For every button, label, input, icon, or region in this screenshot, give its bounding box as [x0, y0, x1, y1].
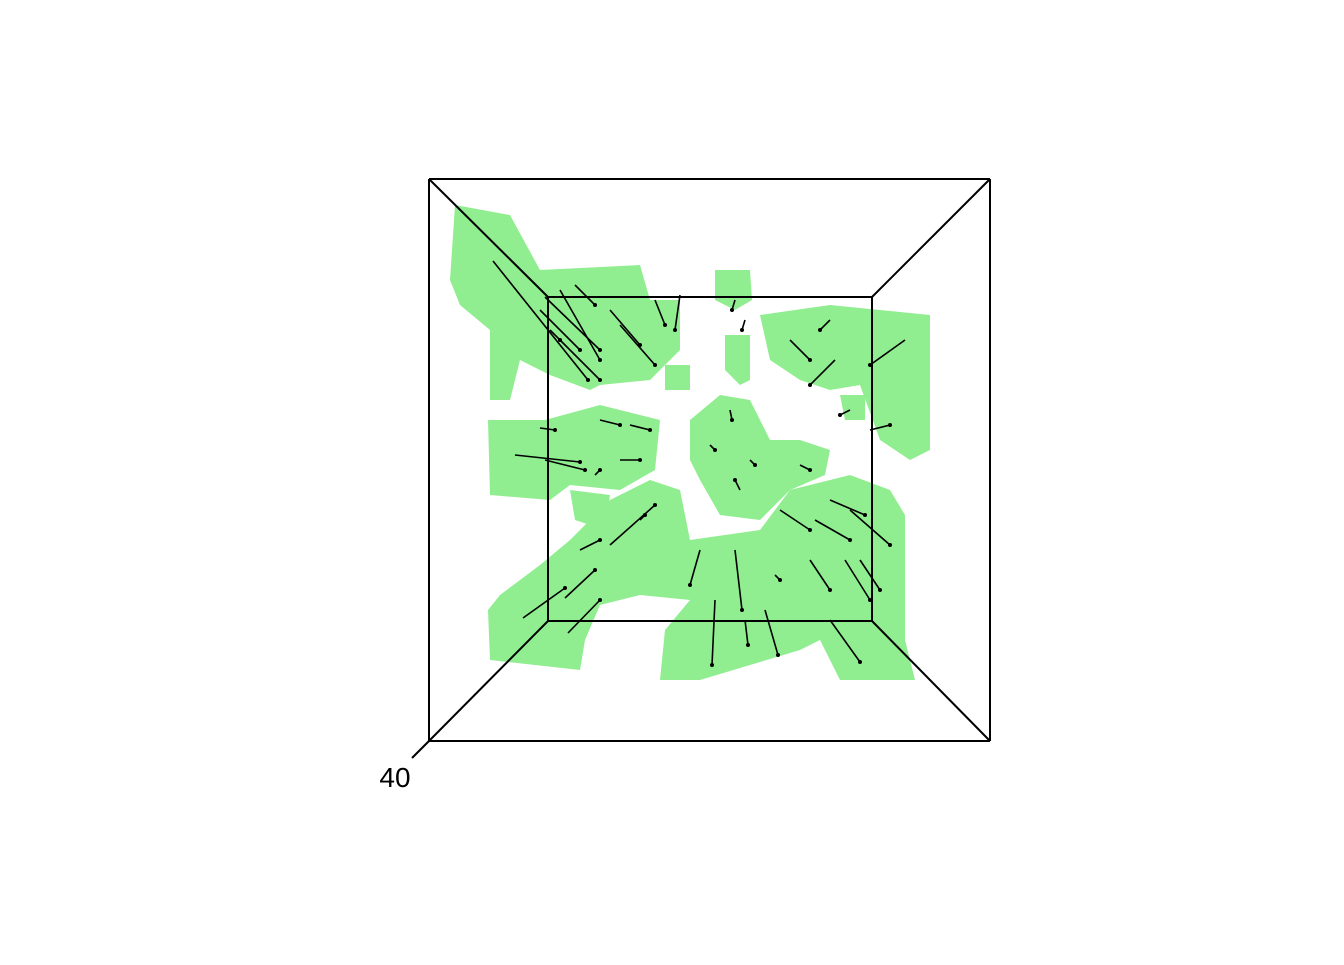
vector-head: [593, 568, 597, 572]
vector: [674, 294, 681, 331]
vector: [609, 309, 641, 346]
vector-head: [858, 660, 862, 664]
vector: [849, 509, 891, 546]
vector: [734, 549, 743, 611]
vector-head: [730, 418, 734, 422]
vector-head: [838, 413, 842, 417]
vector-head: [828, 588, 832, 592]
vector: [764, 609, 779, 656]
vector-head: [653, 363, 657, 367]
vectors: [492, 260, 906, 667]
vector-head: [730, 308, 734, 312]
vector: [544, 296, 601, 351]
vector: [579, 539, 601, 551]
vector: [559, 289, 601, 361]
vector-head: [888, 423, 892, 427]
vector-head: [643, 513, 647, 517]
vector: [869, 339, 906, 366]
vector: [844, 559, 871, 601]
vector-head: [578, 348, 582, 352]
vector-head: [710, 663, 714, 667]
vector-head: [753, 463, 757, 467]
vector-head: [578, 460, 582, 464]
vector: [564, 569, 596, 599]
vector-head: [648, 428, 652, 432]
vector-head: [638, 458, 642, 462]
vector-head: [713, 448, 717, 452]
vector-head: [563, 586, 567, 590]
vector-head: [746, 643, 750, 647]
vector-head: [733, 478, 737, 482]
vector: [744, 619, 749, 646]
vector-head: [583, 468, 587, 472]
vector-head: [553, 428, 557, 432]
vector: [549, 329, 561, 341]
vector: [859, 559, 881, 591]
vector: [567, 599, 601, 634]
vector: [829, 499, 866, 516]
vector-head: [818, 328, 822, 332]
vector-head: [740, 608, 744, 612]
vector: [869, 424, 891, 431]
vector-head: [776, 653, 780, 657]
vector: [819, 319, 831, 331]
vector-head: [598, 378, 602, 382]
vector: [514, 454, 581, 463]
vector: [492, 260, 589, 381]
z-tick-label: 40: [379, 762, 410, 793]
vector: [814, 519, 851, 541]
vector: [789, 339, 811, 361]
vector-head: [848, 538, 852, 542]
vector: [522, 587, 566, 619]
vector: [544, 459, 586, 471]
vector: [599, 419, 621, 426]
vector-head: [808, 468, 812, 472]
vector-head: [663, 323, 667, 327]
vector: [539, 309, 581, 351]
vector: [829, 619, 861, 663]
vector-head: [878, 588, 882, 592]
vector-head: [598, 348, 602, 352]
vector-head: [593, 303, 597, 307]
vector-head: [778, 578, 782, 582]
vector: [574, 284, 596, 306]
vector: [539, 427, 556, 431]
vector-head: [598, 598, 602, 602]
vector-head: [653, 503, 657, 507]
vector-head: [868, 598, 872, 602]
point-cloud: [450, 205, 930, 680]
vector-head: [808, 528, 812, 532]
vector-head: [586, 378, 590, 382]
vector: [619, 324, 656, 366]
vector-head: [688, 583, 692, 587]
vector-head: [598, 538, 602, 542]
vector-head: [740, 328, 744, 332]
vector: [689, 549, 701, 586]
vector-head: [808, 383, 812, 387]
vector-head: [598, 468, 602, 472]
vector-head: [868, 363, 872, 367]
vector: [559, 339, 601, 381]
vector: [629, 424, 651, 431]
vector: [711, 599, 716, 666]
vector-head: [618, 423, 622, 427]
vector-head: [673, 328, 677, 332]
vector-head: [863, 513, 867, 517]
z-tick: [411, 740, 430, 759]
vector-head: [888, 543, 892, 547]
vector: [609, 504, 656, 546]
vector: [809, 359, 836, 386]
vector: [809, 559, 831, 591]
vector: [779, 509, 811, 531]
vector: [654, 299, 666, 326]
vector-head: [598, 358, 602, 362]
vector-head: [808, 358, 812, 362]
